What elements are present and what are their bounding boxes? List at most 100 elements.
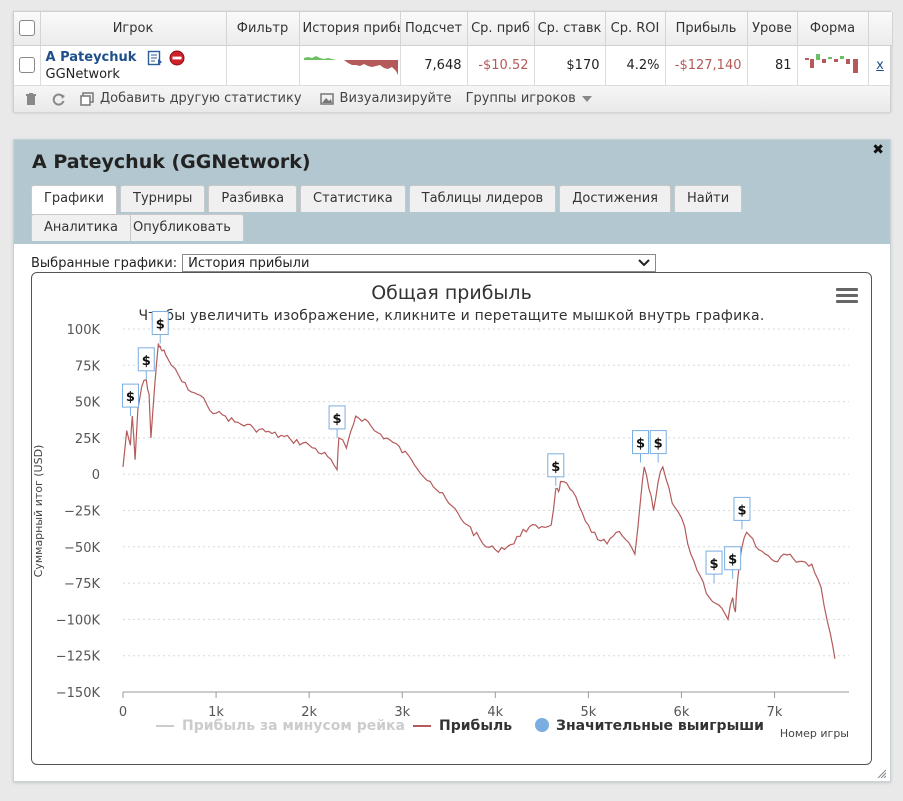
big-win-flag	[328, 405, 346, 430]
add-window-icon	[80, 91, 94, 106]
chart-selector-value: История прибыли	[188, 255, 310, 271]
stats-toolbar: Добавить другую статистику Визуализируйт…	[14, 85, 890, 112]
row-checkbox-cell	[14, 45, 41, 86]
avg-stake-cell: $170	[534, 45, 606, 86]
big-win-flag	[151, 311, 169, 336]
chart-menu-icon[interactable]	[836, 288, 858, 306]
add-stat-label: Добавить другую статистику	[100, 91, 302, 106]
header-profit[interactable]: Прибыль	[665, 12, 748, 46]
x-tick-label: 2k	[301, 705, 317, 720]
big-win-label: $	[728, 553, 737, 568]
big-win-label: $	[636, 437, 645, 452]
y-tick-label: 0	[92, 468, 100, 483]
chart-title: Общая прибыль	[371, 282, 532, 304]
big-win-label: $	[156, 318, 165, 333]
header-blank	[868, 12, 893, 46]
player-groups-dropdown[interactable]: Группы игроков	[466, 91, 592, 106]
add-stat-button[interactable]: Добавить другую статистику	[80, 91, 302, 106]
y-tick-label: 75K	[75, 359, 101, 374]
big-win-flag	[547, 453, 565, 478]
header-avg-profit[interactable]: Ср. приб	[467, 12, 535, 46]
trash-icon[interactable]	[24, 92, 38, 106]
player-cell: A Pateychuk GGNetwork	[40, 45, 227, 86]
x-tick-label: 5k	[580, 705, 596, 720]
y-tick-label: 100K	[67, 323, 101, 338]
panel-header: A Pateychuk (GGNetwork) ✖ Графики Турниры…	[14, 140, 890, 244]
header-level[interactable]: Урове	[747, 12, 798, 46]
table-row: A Pateychuk GGNetwork	[14, 45, 893, 86]
avg-roi-cell: 4.2%	[605, 45, 666, 86]
big-win-label: $	[654, 437, 663, 452]
legend-item-profit: Прибыль	[439, 718, 512, 734]
chart-selector[interactable]: История прибыли	[182, 254, 657, 272]
big-win-flag	[733, 496, 751, 521]
history-cell	[299, 45, 401, 86]
tab-bar: Графики Турниры Разбивка Статистика Таблицы …	[31, 185, 791, 243]
resize-handle-icon[interactable]	[876, 768, 886, 778]
tab-3[interactable]: Статистика	[300, 185, 406, 212]
close-icon[interactable]: ✖	[872, 142, 884, 158]
player-network: GGNetwork	[45, 67, 120, 82]
header-avg-stake[interactable]: Ср. ставк	[534, 12, 606, 46]
x-tick-label: 1k	[208, 705, 224, 720]
form-cell	[797, 45, 869, 86]
big-win-label: $	[737, 503, 746, 518]
tab-0[interactable]: Графики	[31, 185, 118, 214]
avg-profit-cell: -$10.52	[467, 45, 535, 86]
chart-selector-row: Выбранные графики: История прибыли	[31, 254, 657, 272]
visualize-label: Визуализируйте	[339, 91, 452, 106]
player-panel: A Pateychuk (GGNetwork) ✖ Графики Турниры…	[13, 139, 891, 782]
tab-r2-0[interactable]: Аналитика	[31, 214, 131, 241]
stats-table: Игрок Фильтр История прибы Подсчет Ср. п…	[14, 12, 893, 86]
tab-7[interactable]: Опубликовать	[120, 214, 244, 241]
legend-item-net: Прибыль за минусом рейка	[182, 718, 405, 734]
x-axis-label: Номер игры	[780, 727, 849, 740]
tab-4[interactable]: Таблицы лидеров	[408, 185, 557, 212]
header-count[interactable]: Подсчет	[400, 12, 468, 46]
big-win-flag	[632, 430, 650, 455]
header-history[interactable]: История прибы	[299, 12, 401, 46]
chart-selector-label: Выбранные графики:	[31, 255, 178, 271]
note-icon[interactable]	[147, 50, 163, 66]
block-icon[interactable]	[169, 50, 185, 66]
big-win-label: $	[551, 460, 560, 475]
y-tick-label: −25K	[64, 505, 100, 520]
chart-container[interactable]: Общая прибыль Чтобы увеличить изображени…	[31, 272, 872, 765]
tab-bar-row2: Аналитика	[31, 214, 134, 243]
filter-cell	[226, 45, 300, 86]
big-win-label: $	[710, 557, 719, 572]
player-name-link[interactable]: A Pateychuk	[45, 50, 137, 65]
header-filter[interactable]: Фильтр	[226, 12, 300, 46]
big-win-label: $	[126, 390, 135, 405]
y-tick-label: −50K	[64, 541, 100, 556]
header-form[interactable]: Форма	[797, 12, 869, 46]
visualize-button[interactable]: Визуализируйте	[319, 91, 452, 106]
tab-1[interactable]: Турниры	[120, 185, 206, 212]
legend-item-big-wins: Значительные выигрыши	[556, 718, 764, 734]
x-tick-label: 6k	[674, 705, 690, 720]
chart-subtitle: Чтобы увеличить изображение, кликните и …	[138, 308, 765, 324]
x-tick-label: 4k	[487, 705, 503, 720]
refresh-icon[interactable]	[52, 92, 66, 106]
row-checkbox[interactable]	[19, 57, 35, 73]
big-win-flag	[724, 546, 742, 571]
y-tick-label: 25K	[75, 432, 101, 447]
select-all-checkbox[interactable]	[18, 20, 35, 37]
remove-row-link[interactable]: x	[868, 45, 893, 86]
x-tick-label: 3k	[394, 705, 410, 720]
tab-6[interactable]: Найти	[673, 185, 743, 212]
count-cell: 7,648	[400, 45, 468, 86]
profit-chart: 100K 75K 50K 25K 0 −25K −50K −75K −100K −125K −150…	[32, 311, 849, 740]
big-win-label: $	[333, 412, 342, 427]
header-player[interactable]: Игрок	[40, 12, 227, 46]
header-avg-roi[interactable]: Ср. ROI	[605, 12, 666, 46]
tab-5[interactable]: Достижения	[559, 185, 671, 212]
y-axis-label: Суммарный итог (USD)	[32, 445, 45, 578]
image-icon	[319, 92, 334, 105]
tab-2[interactable]: Разбивка	[208, 185, 298, 212]
profit-cell: -$127,140	[665, 45, 748, 86]
level-cell: 81	[747, 45, 798, 86]
y-tick-label: −100K	[56, 613, 101, 628]
stats-header-row: Игрок Фильтр История прибы Подсчет Ср. п…	[14, 12, 893, 46]
legend-symbol-big-wins	[535, 718, 549, 732]
